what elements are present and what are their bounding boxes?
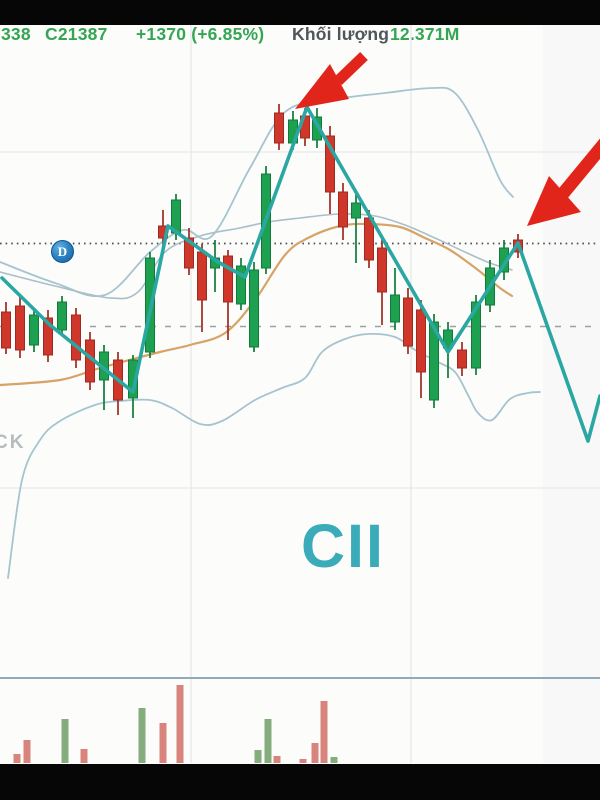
candle bbox=[184, 237, 194, 269]
volume-bar bbox=[299, 759, 307, 763]
candle bbox=[403, 297, 413, 347]
candle bbox=[197, 251, 207, 301]
candle bbox=[471, 301, 481, 369]
candle bbox=[236, 265, 246, 305]
candle bbox=[15, 305, 25, 351]
volume-bar bbox=[80, 749, 88, 763]
candle bbox=[43, 317, 53, 356]
moving-averages bbox=[0, 222, 514, 387]
volume-label: Khối lượng bbox=[292, 24, 390, 44]
candle bbox=[223, 255, 233, 303]
volume-bar bbox=[264, 719, 272, 763]
volume-bar bbox=[61, 719, 69, 763]
ticker-close-price: C21387 bbox=[45, 24, 108, 44]
ticker-change: +1370 (+6.85%) bbox=[136, 24, 265, 44]
candle bbox=[443, 329, 453, 349]
ticker-open-fragment: 338 bbox=[1, 24, 31, 44]
trendline bbox=[0, 105, 600, 443]
volume-bar bbox=[159, 723, 167, 763]
candle bbox=[457, 349, 467, 369]
ticker-header: 338 C21387 +1370 (+6.85%) Khối lượng 12.… bbox=[0, 24, 600, 46]
volume-value: 12.371M bbox=[390, 24, 460, 44]
volume-bar bbox=[13, 754, 21, 763]
volume-bar bbox=[138, 708, 146, 763]
candle bbox=[364, 217, 374, 261]
peak-sell-arrow bbox=[295, 64, 349, 109]
gridlines bbox=[0, 25, 600, 763]
reference-lines bbox=[0, 242, 600, 328]
annotation-arrows bbox=[295, 52, 600, 226]
corner-watermark: CK bbox=[0, 432, 26, 453]
candle bbox=[29, 314, 39, 346]
volume-bar bbox=[176, 685, 184, 763]
volume-bar bbox=[311, 743, 319, 763]
candle bbox=[57, 301, 67, 331]
volume-bar bbox=[23, 740, 31, 763]
candle bbox=[1, 311, 11, 349]
candle bbox=[325, 135, 335, 193]
candles bbox=[1, 104, 523, 418]
right-sell-arrow bbox=[527, 176, 581, 226]
candle bbox=[274, 112, 284, 144]
candle bbox=[390, 294, 400, 323]
volume-bars bbox=[13, 685, 338, 763]
candle bbox=[338, 191, 348, 228]
volume-bar bbox=[254, 750, 262, 763]
candle bbox=[71, 314, 81, 361]
candle bbox=[312, 116, 322, 141]
candle bbox=[416, 309, 426, 373]
top-letterbox-bar bbox=[0, 0, 600, 25]
volume-bar bbox=[273, 756, 281, 763]
ticker-watermark: CII bbox=[301, 512, 385, 580]
candle bbox=[351, 202, 361, 219]
volume-bar bbox=[320, 701, 328, 763]
volume-bar bbox=[330, 757, 338, 763]
bottom-letterbox-bar bbox=[0, 764, 600, 800]
candle bbox=[429, 321, 439, 401]
interval-badge[interactable]: D bbox=[51, 240, 74, 263]
candle bbox=[249, 269, 259, 348]
candle bbox=[377, 247, 387, 293]
